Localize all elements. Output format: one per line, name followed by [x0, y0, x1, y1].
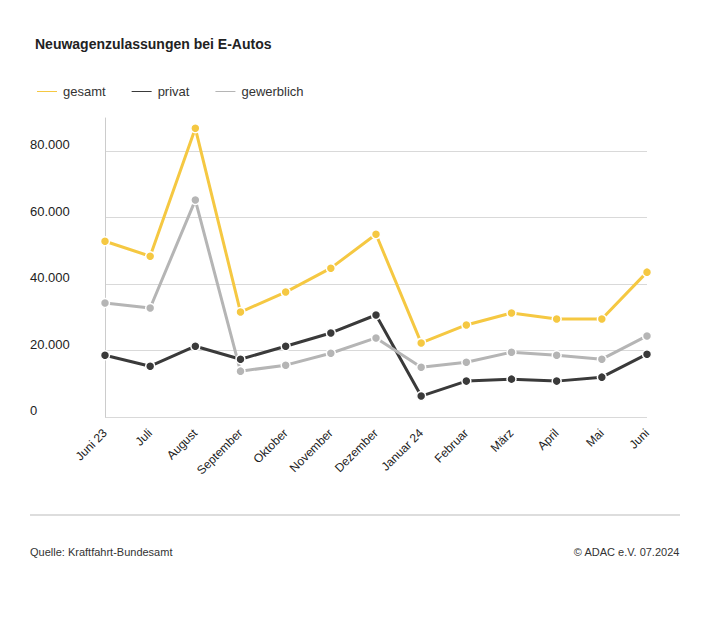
svg-text:60.000: 60.000 [30, 204, 70, 219]
svg-text:August: August [164, 426, 201, 463]
svg-text:September: September [194, 426, 245, 477]
svg-text:Januar 24: Januar 24 [379, 426, 427, 474]
svg-text:gesamt: gesamt [63, 84, 106, 99]
svg-text:März: März [488, 426, 517, 455]
svg-text:April: April [535, 426, 562, 453]
svg-text:Neuwagenzulassungen bei E-Auto: Neuwagenzulassungen bei E-Autos [35, 36, 272, 52]
svg-text:privat: privat [158, 84, 190, 99]
svg-text:© ADAC e.V. 07.2024: © ADAC e.V. 07.2024 [574, 546, 680, 558]
svg-text:40.000: 40.000 [30, 270, 70, 285]
svg-text:gewerblich: gewerblich [241, 84, 303, 99]
svg-text:Juli: Juli [133, 426, 156, 449]
svg-text:20.000: 20.000 [30, 337, 70, 352]
svg-text:Oktober: Oktober [251, 426, 291, 466]
svg-text:Quelle: Kraftfahrt-Bundesamt: Quelle: Kraftfahrt-Bundesamt [30, 546, 172, 558]
svg-text:80.000: 80.000 [30, 137, 70, 152]
svg-text:Dezember: Dezember [332, 426, 381, 475]
svg-text:Juni 23: Juni 23 [73, 426, 110, 463]
svg-text:Mai: Mai [583, 426, 607, 450]
svg-text:Februar: Februar [432, 426, 472, 466]
svg-text:0: 0 [30, 403, 37, 418]
svg-text:November: November [287, 426, 336, 475]
svg-text:Juni: Juni [626, 426, 651, 451]
